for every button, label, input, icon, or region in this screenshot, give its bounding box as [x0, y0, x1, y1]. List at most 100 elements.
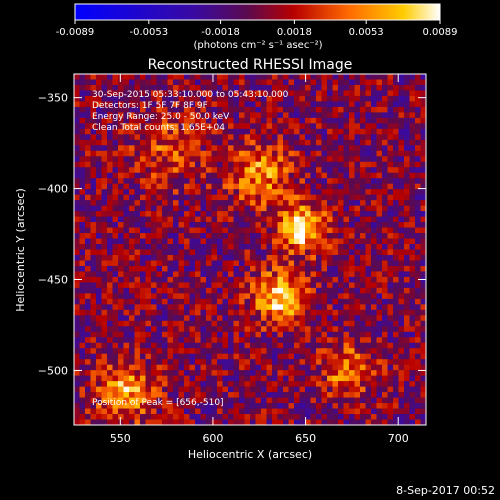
- heatmap-cell: [112, 117, 119, 124]
- heatmap-cell: [316, 359, 322, 365]
- heatmap-cell: [332, 167, 339, 174]
- heatmap-cell: [140, 227, 146, 234]
- heatmap-cell: [200, 386, 207, 393]
- heatmap-cell: [409, 309, 416, 316]
- heatmap-cell: [112, 419, 119, 426]
- heatmap-cell: [404, 370, 410, 376]
- heatmap-cell: [156, 216, 163, 223]
- heatmap-cell: [277, 139, 284, 146]
- heatmap-cell: [200, 364, 207, 371]
- heatmap-cell: [327, 238, 333, 245]
- heatmap-cell: [217, 128, 223, 135]
- heatmap-cell: [354, 134, 361, 141]
- heatmap-cell: [189, 353, 196, 360]
- heatmap-cell: [112, 386, 119, 393]
- heatmap-cell: [239, 392, 245, 398]
- heatmap-cell: [145, 227, 152, 234]
- heatmap-cell: [365, 189, 372, 195]
- heatmap-cell: [420, 287, 427, 294]
- heatmap-cell: [277, 254, 284, 261]
- heatmap-cell: [250, 95, 256, 102]
- heatmap-cell: [85, 123, 91, 130]
- heatmap-cell: [74, 348, 80, 354]
- heatmap-cell: [316, 370, 322, 376]
- heatmap-cell: [118, 161, 124, 168]
- heatmap-cell: [79, 381, 86, 387]
- heatmap-cell: [382, 348, 388, 354]
- heatmap-cell: [310, 84, 317, 91]
- heatmap-cell: [134, 414, 141, 420]
- heatmap-cell: [101, 216, 108, 223]
- heatmap-cell: [360, 194, 366, 201]
- heatmap-cell: [74, 408, 80, 415]
- heatmap-cell: [250, 403, 256, 409]
- heatmap-cell: [222, 276, 229, 283]
- heatmap-cell: [376, 298, 383, 305]
- heatmap-cell: [107, 84, 113, 91]
- heatmap-cell: [195, 364, 201, 371]
- heatmap-cell: [382, 183, 388, 190]
- heatmap-cell: [250, 123, 256, 130]
- heatmap-cell: [277, 337, 284, 344]
- heatmap-cell: [360, 408, 366, 415]
- heatmap-cell: [354, 315, 361, 322]
- heatmap-cell: [112, 128, 119, 135]
- heatmap-cell: [316, 408, 322, 415]
- heatmap-cell: [354, 249, 361, 256]
- heatmap-cell: [228, 205, 234, 212]
- heatmap-cell: [239, 167, 245, 174]
- heatmap-cell: [277, 370, 284, 376]
- heatmap-cell: [376, 403, 383, 409]
- heatmap-cell: [156, 408, 163, 415]
- heatmap-cell: [332, 331, 339, 338]
- heatmap-cell: [90, 315, 97, 322]
- heatmap-cell: [371, 200, 377, 206]
- heatmap-cell: [178, 414, 185, 420]
- heatmap-cell: [85, 392, 91, 398]
- heatmap-cell: [321, 331, 328, 338]
- heatmap-cell: [129, 123, 135, 130]
- heatmap-cell: [277, 117, 284, 124]
- heatmap-cell: [283, 408, 289, 415]
- heatmap-cell: [354, 381, 361, 387]
- heatmap-cell: [162, 238, 168, 245]
- heatmap-cell: [277, 397, 284, 404]
- heatmap-cell: [112, 112, 119, 119]
- heatmap-cell: [321, 397, 328, 404]
- heatmap-cell: [184, 156, 190, 163]
- heatmap-cell: [310, 205, 317, 212]
- heatmap-cell: [288, 293, 295, 300]
- heatmap-cell: [244, 79, 251, 86]
- heatmap-cell: [310, 320, 317, 327]
- heatmap-cell: [140, 397, 146, 404]
- heatmap-cell: [211, 375, 218, 382]
- heatmap-cell: [288, 145, 295, 152]
- heatmap-cell: [228, 353, 234, 360]
- heatmap-cell: [409, 326, 416, 333]
- heatmap-cell: [96, 227, 102, 234]
- heatmap-cell: [261, 342, 267, 349]
- heatmap-cell: [134, 342, 141, 349]
- heatmap-cell: [123, 315, 130, 322]
- heatmap-cell: [107, 145, 113, 152]
- heatmap-cell: [338, 392, 344, 398]
- heatmap-cell: [101, 101, 108, 108]
- heatmap-cell: [178, 249, 185, 256]
- heatmap-cell: [283, 216, 289, 223]
- heatmap-cell: [184, 244, 190, 250]
- heatmap-cell: [310, 244, 317, 250]
- heatmap-cell: [321, 326, 328, 333]
- heatmap-cell: [173, 216, 179, 223]
- heatmap-cell: [90, 359, 97, 365]
- heatmap-cell: [266, 320, 273, 327]
- heatmap-cell: [211, 95, 218, 102]
- heatmap-cell: [321, 260, 328, 267]
- heatmap-cell: [74, 260, 80, 267]
- heatmap-cell: [173, 304, 179, 311]
- plot-frame: [73, 73, 427, 426]
- heatmap-cell: [145, 172, 152, 179]
- heatmap-cell: [365, 84, 372, 91]
- heatmap-cell: [277, 178, 284, 184]
- heatmap-cell: [365, 150, 372, 157]
- heatmap-cell: [382, 145, 388, 152]
